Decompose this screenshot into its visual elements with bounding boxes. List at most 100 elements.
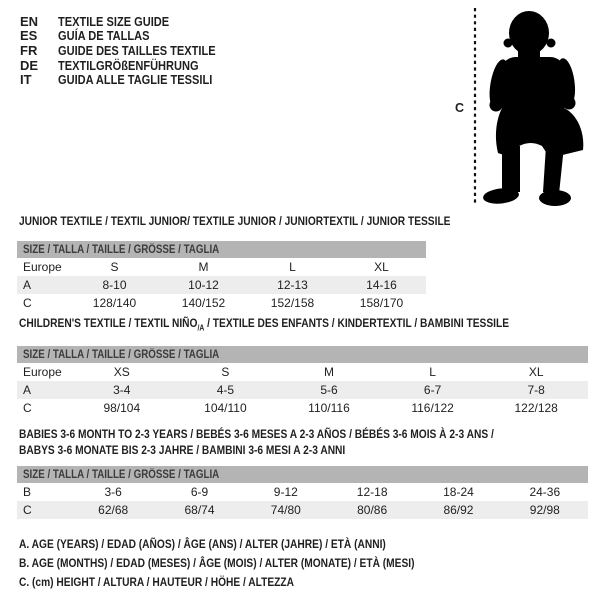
size-cell: 8-10 bbox=[102, 278, 127, 292]
row-label: C bbox=[23, 296, 32, 310]
table-row: C 128/140 140/152 152/158 158/170 bbox=[17, 294, 426, 312]
row-label: C bbox=[23, 401, 32, 416]
size-cell: S bbox=[221, 365, 230, 380]
language-row-de: DE TEXTILGRÖßENFÜHRUNG bbox=[20, 58, 243, 73]
table-row: Europe XS S M L XL bbox=[17, 363, 588, 381]
size-cell: 12-13 bbox=[277, 278, 308, 292]
size-cell: 6-9 bbox=[190, 485, 209, 499]
size-cell: 128/140 bbox=[92, 296, 137, 310]
size-cell: M bbox=[323, 365, 334, 380]
footnote-text: A. AGE (YEARS) / EDAD (AÑOS) / ÂGE (ANS)… bbox=[19, 537, 386, 551]
section-title: CHILDREN'S TEXTILE / TEXTIL NIÑO/A / TEX… bbox=[19, 316, 588, 334]
size-cell: 3-4 bbox=[113, 383, 131, 398]
footnote-text: C. (cm) HEIGHT / ALTURA / HAUTEUR / HÖHE… bbox=[19, 574, 295, 589]
footnote: A. AGE (YEARS) / EDAD (AÑOS) / ÂGE (ANS)… bbox=[19, 535, 484, 554]
size-cell: L bbox=[429, 365, 436, 380]
section-title-text: JUNIOR TEXTILE / TEXTIL JUNIOR/ TEXTILE … bbox=[19, 214, 451, 228]
language-label-text: GUIDA ALLE TAGLIE TESSILI bbox=[58, 72, 213, 88]
size-cell: 140/152 bbox=[181, 296, 226, 310]
section-title: JUNIOR TEXTILE / TEXTIL JUNIOR/ TEXTILE … bbox=[19, 215, 450, 228]
size-cell: 5-6 bbox=[320, 383, 338, 398]
height-figure: C bbox=[453, 0, 600, 212]
section-title-text: CHILDREN'S TEXTILE / TEXTIL NIÑO/A / TEX… bbox=[19, 316, 509, 333]
table-row: C 98/104 104/110 110/116 116/122 122/128 bbox=[17, 399, 588, 417]
size-cell: XS bbox=[113, 365, 130, 380]
table-row: C 62/68 68/74 74/80 80/86 86/92 92/98 bbox=[17, 501, 588, 519]
language-label-text: GUÍA DE TALLAS bbox=[58, 28, 150, 44]
size-cell: 98/104 bbox=[103, 401, 141, 416]
table-row: B 3-6 6-9 9-12 12-18 18-24 24-36 bbox=[17, 483, 588, 501]
table-row: Europe S M L XL bbox=[17, 258, 426, 276]
language-row-fr: FR GUIDE DES TAILLES TEXTILE bbox=[20, 43, 243, 58]
language-row-en: EN TEXTILE SIZE GUIDE bbox=[20, 14, 243, 29]
footnote: C. (cm) HEIGHT / ALTURA / HAUTEUR / HÖHE… bbox=[19, 573, 484, 592]
size-cell: 10-12 bbox=[188, 278, 219, 292]
row-label: Europe bbox=[23, 260, 62, 274]
language-code: FR bbox=[20, 42, 38, 58]
size-guide-section: CHILDREN'S TEXTILE / TEXTIL NIÑO/A / TEX… bbox=[17, 316, 588, 417]
size-guide-section: BABIES 3-6 MONTH TO 2-3 YEARS / BEBÉS 3-… bbox=[17, 426, 588, 519]
size-table-header-text: SIZE / TALLA / TAILLE / GRÖSSE / TAGLIA bbox=[23, 348, 220, 361]
language-label: GUIDA ALLE TAGLIE TESSILI bbox=[58, 72, 240, 87]
size-table: SIZE / TALLA / TAILLE / GRÖSSE / TAGLIA E… bbox=[17, 241, 426, 312]
row-label: A bbox=[23, 383, 32, 398]
size-cell: 122/128 bbox=[514, 401, 558, 416]
section-title: BABIES 3-6 MONTH TO 2-3 YEARS / BEBÉS 3-… bbox=[19, 426, 588, 458]
language-row-it: IT GUIDA ALLE TAGLIE TESSILI bbox=[20, 72, 243, 87]
language-label-text: TEXTILGRÖßENFÜHRUNG bbox=[58, 57, 199, 73]
size-table-header-text: SIZE / TALLA / TAILLE / GRÖSSE / TAGLIA bbox=[23, 468, 220, 481]
size-cell: L bbox=[289, 260, 296, 274]
size-cell: 74/80 bbox=[270, 503, 301, 517]
size-table-header: SIZE / TALLA / TAILLE / GRÖSSE / TAGLIA bbox=[17, 346, 588, 364]
size-cell: 18-24 bbox=[443, 485, 474, 499]
language-code: IT bbox=[20, 72, 32, 88]
size-cell: 7-8 bbox=[527, 383, 545, 398]
language-list: EN TEXTILE SIZE GUIDE ES GUÍA DE TALLAS FR GU… bbox=[20, 14, 243, 87]
language-label-text: GUIDE DES TAILLES TEXTILE bbox=[58, 42, 216, 58]
language-row-es: ES GUÍA DE TALLAS bbox=[20, 28, 243, 44]
size-cell: 9-12 bbox=[273, 485, 298, 499]
row-label: Europe bbox=[23, 365, 62, 380]
language-label: TEXTILGRÖßENFÜHRUNG bbox=[58, 58, 223, 73]
size-cell: 12-18 bbox=[356, 485, 388, 499]
language-code: EN bbox=[20, 13, 39, 29]
size-cell: 68/74 bbox=[184, 503, 215, 517]
size-cell: 152/158 bbox=[270, 296, 315, 310]
section-title-line: BABYS 3-6 MONATE BIS 2-3 JAHRE / BAMBINI… bbox=[19, 443, 346, 457]
height-measure-label: C bbox=[455, 101, 465, 115]
size-table-header: SIZE / TALLA / TAILLE / GRÖSSE / TAGLIA bbox=[17, 241, 426, 258]
size-table-header-text: SIZE / TALLA / TAILLE / GRÖSSE / TAGLIA bbox=[23, 243, 220, 256]
size-cell: 92/98 bbox=[529, 503, 560, 517]
row-label: C bbox=[23, 503, 32, 517]
row-label: B bbox=[23, 485, 32, 499]
size-cell: XL bbox=[528, 365, 544, 380]
size-cell: 6-7 bbox=[423, 383, 442, 398]
language-label: GUIDE DES TAILLES TEXTILE bbox=[58, 43, 243, 58]
size-cell: 86/92 bbox=[443, 503, 474, 517]
row-label: A bbox=[23, 278, 32, 292]
footnote-text: B. AGE (MONTHS) / EDAD (MESES) / ÂGE (MO… bbox=[19, 555, 415, 570]
footnotes: A. AGE (YEARS) / EDAD (AÑOS) / ÂGE (ANS)… bbox=[19, 535, 484, 591]
size-cell: S bbox=[110, 260, 119, 274]
size-cell: 24-36 bbox=[529, 485, 561, 499]
language-label: TEXTILE SIZE GUIDE bbox=[58, 14, 189, 29]
toddler-silhouette bbox=[483, 11, 584, 206]
size-table: SIZE / TALLA / TAILLE / GRÖSSE / TAGLIA B… bbox=[17, 466, 588, 519]
size-cell: XL bbox=[374, 260, 389, 274]
language-label: GUÍA DE TALLAS bbox=[58, 28, 166, 43]
size-table-header: SIZE / TALLA / TAILLE / GRÖSSE / TAGLIA bbox=[17, 466, 588, 483]
table-row: A 8-10 10-12 12-13 14-16 bbox=[17, 276, 426, 294]
size-cell: 3-6 bbox=[104, 485, 122, 499]
size-cell: 104/110 bbox=[204, 401, 247, 416]
size-cell: 116/122 bbox=[411, 401, 454, 416]
section-title-line: BABIES 3-6 MONTH TO 2-3 YEARS / BEBÉS 3-… bbox=[19, 427, 494, 441]
size-cell: 4-5 bbox=[216, 383, 235, 398]
table-row: A 3-4 4-5 5-6 6-7 7-8 bbox=[17, 381, 588, 400]
language-code: ES bbox=[20, 28, 38, 44]
size-cell: 80/86 bbox=[357, 503, 388, 517]
size-cell: 62/68 bbox=[98, 503, 129, 517]
footnote: B. AGE (MONTHS) / EDAD (MESES) / ÂGE (MO… bbox=[19, 554, 484, 573]
size-cell: 110/116 bbox=[308, 401, 350, 416]
size-table: SIZE / TALLA / TAILLE / GRÖSSE / TAGLIA E… bbox=[17, 346, 588, 417]
